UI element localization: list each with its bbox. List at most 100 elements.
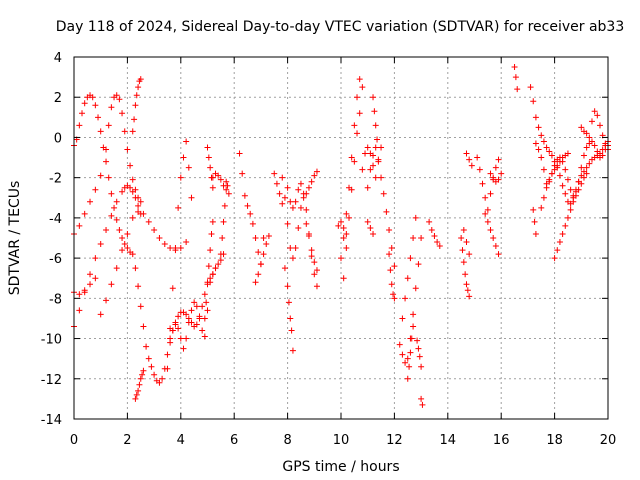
data-point [476, 166, 483, 173]
data-point [129, 251, 136, 258]
data-point [289, 255, 296, 262]
data-point [289, 204, 296, 211]
series-arc-ak [458, 235, 473, 300]
data-point [137, 303, 144, 310]
data-point [133, 92, 140, 99]
data-point [164, 351, 171, 358]
data-point [205, 154, 212, 161]
data-point [311, 271, 318, 278]
data-point [564, 214, 571, 221]
series-arc-aj [426, 218, 443, 250]
data-point [81, 100, 88, 107]
data-point [591, 108, 598, 115]
data-point [135, 387, 142, 394]
data-point [372, 174, 379, 181]
data-point [209, 271, 216, 278]
data-point [76, 291, 83, 298]
data-point [338, 218, 344, 225]
data-point [217, 257, 224, 264]
data-point [236, 150, 243, 157]
y-tick-label: -10 [41, 333, 62, 348]
data-point [578, 164, 585, 171]
series-arc-ae [396, 235, 425, 366]
series-arc-al [460, 226, 473, 258]
series-arc-w [338, 76, 366, 262]
data-point [532, 230, 539, 237]
data-point [108, 281, 115, 288]
data-point [204, 307, 211, 314]
data-point [113, 216, 120, 223]
data-point [137, 375, 144, 382]
data-point [136, 381, 143, 388]
data-point [105, 174, 112, 181]
data-point [356, 110, 363, 117]
data-point [543, 144, 550, 151]
data-point [410, 323, 417, 330]
series-arc-i [164, 138, 195, 372]
data-point [132, 265, 139, 272]
data-point [113, 198, 120, 205]
data-point [556, 158, 563, 165]
data-point [209, 174, 216, 181]
data-point [97, 128, 104, 135]
data-point [273, 180, 280, 187]
data-point [390, 291, 397, 298]
data-point [185, 319, 192, 326]
data-point [145, 218, 152, 225]
data-point [113, 92, 120, 99]
data-point [343, 230, 350, 237]
data-point [95, 114, 102, 121]
data-point [531, 218, 538, 225]
data-point [215, 261, 222, 268]
data-point [410, 235, 417, 241]
data-point [479, 180, 486, 187]
data-point [583, 170, 590, 177]
data-point [482, 210, 489, 217]
data-point [76, 307, 83, 314]
series-arc-t [284, 180, 320, 290]
data-point [378, 144, 385, 151]
x-tick-label: 0 [70, 433, 78, 448]
data-point [370, 152, 377, 159]
data-point [464, 287, 471, 294]
data-point [359, 166, 366, 173]
data-point [140, 323, 147, 330]
data-point [512, 74, 519, 81]
series-arc-u [303, 220, 320, 274]
data-point [92, 186, 99, 193]
data-point [364, 218, 371, 225]
series-arc-s [281, 265, 296, 354]
data-point [540, 138, 547, 145]
data-point [460, 226, 467, 233]
data-point [535, 146, 542, 153]
data-point [105, 122, 112, 129]
data-point [249, 220, 256, 227]
data-point [113, 265, 120, 272]
data-point [562, 190, 569, 197]
data-point [81, 287, 88, 294]
chart-title: Day 118 of 2024, Sidereal Day-to-day VTE… [56, 19, 625, 35]
data-point [285, 299, 292, 306]
data-point [116, 226, 123, 233]
grid-lines [74, 57, 608, 419]
data-point [351, 158, 358, 165]
data-point [459, 247, 466, 254]
data-point [415, 261, 422, 268]
x-tick-label: 18 [546, 433, 563, 448]
data-point [556, 239, 563, 246]
data-point [284, 220, 291, 227]
data-point [129, 214, 136, 221]
data-point [404, 355, 411, 362]
data-point [551, 166, 558, 173]
data-point [354, 94, 361, 101]
data-point [244, 202, 251, 209]
data-point [145, 355, 152, 362]
data-point [132, 395, 139, 402]
data-point [575, 186, 582, 193]
data-point [415, 345, 422, 352]
data-point [586, 160, 593, 167]
data-point [204, 279, 211, 286]
data-point [140, 367, 147, 374]
data-point [169, 327, 176, 334]
data-point [260, 251, 267, 258]
